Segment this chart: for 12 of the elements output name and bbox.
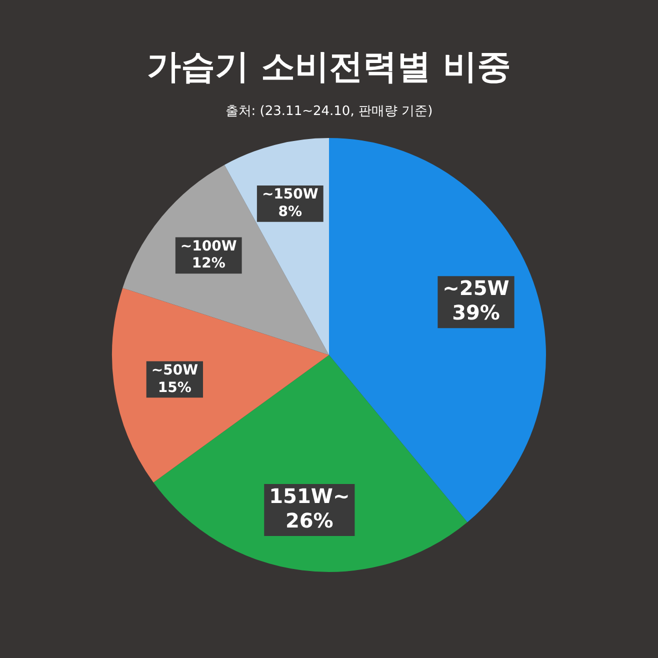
- slice-label: ~50W: [151, 362, 198, 378]
- slice-label: ~150W: [262, 186, 318, 203]
- slice-label: 151W~: [269, 484, 350, 508]
- chart-subtitle: 출처: (23.11~24.10, 판매량 기준): [224, 103, 434, 120]
- data-label: 26%: [285, 508, 334, 533]
- chart-title: 가습기 소비전력별 비중: [146, 46, 512, 89]
- data-label: 15%: [158, 380, 192, 396]
- data-label: 39%: [452, 300, 500, 325]
- slice-label: ~25W: [442, 276, 510, 300]
- slice-label: ~100W: [180, 238, 237, 254]
- data-label: 12%: [192, 256, 226, 272]
- data-label: 8%: [278, 204, 302, 220]
